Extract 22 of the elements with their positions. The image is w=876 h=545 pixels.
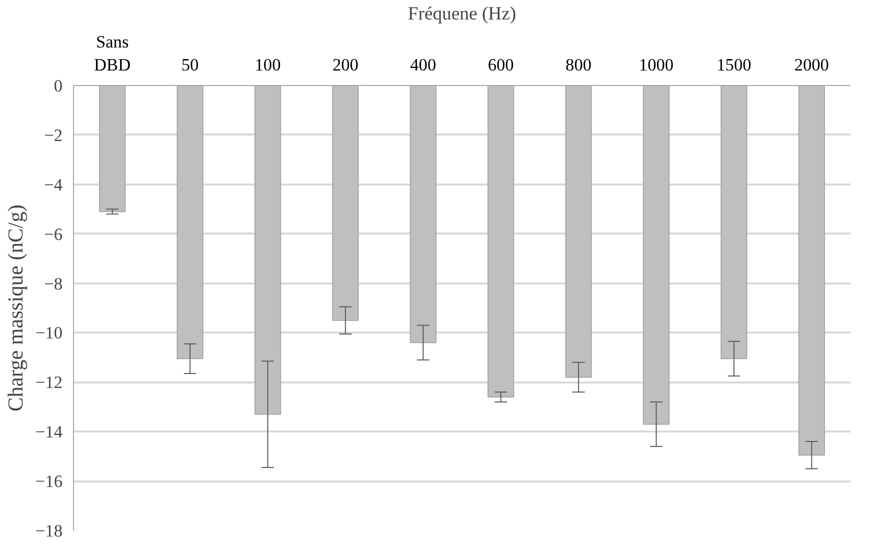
y-tick-label: −18 <box>35 522 63 540</box>
y-tick-label: −14 <box>35 422 63 442</box>
x-tick-label: 1000 <box>638 56 674 74</box>
x-tick-label: 1500 <box>716 56 752 74</box>
y-tick-label: −12 <box>35 373 63 392</box>
x-tick-label: 50 <box>181 56 199 74</box>
y-tick-label: −4 <box>44 175 63 194</box>
y-tick-label: 0 <box>54 76 63 96</box>
x-tick-label: 100 <box>254 56 281 74</box>
x-axis-title: Fréquene (Hz) <box>408 4 516 25</box>
x-tick-label: 400 <box>410 56 436 74</box>
x-tick-label: Sans DBD <box>94 32 131 74</box>
y-tick-label: −2 <box>44 126 62 145</box>
x-tick-label: 2000 <box>794 56 829 74</box>
x-tick-label: 200 <box>332 56 358 74</box>
x-tick-label: 800 <box>566 56 592 74</box>
y-tick-label: −6 <box>44 224 63 244</box>
y-axis-title: Charge massique (nC/g) <box>3 204 28 412</box>
x-tick-label: 600 <box>488 56 514 74</box>
y-tick-label: −8 <box>44 274 62 294</box>
y-tick-label: −16 <box>35 472 63 492</box>
y-tick-label: −10 <box>35 324 63 343</box>
